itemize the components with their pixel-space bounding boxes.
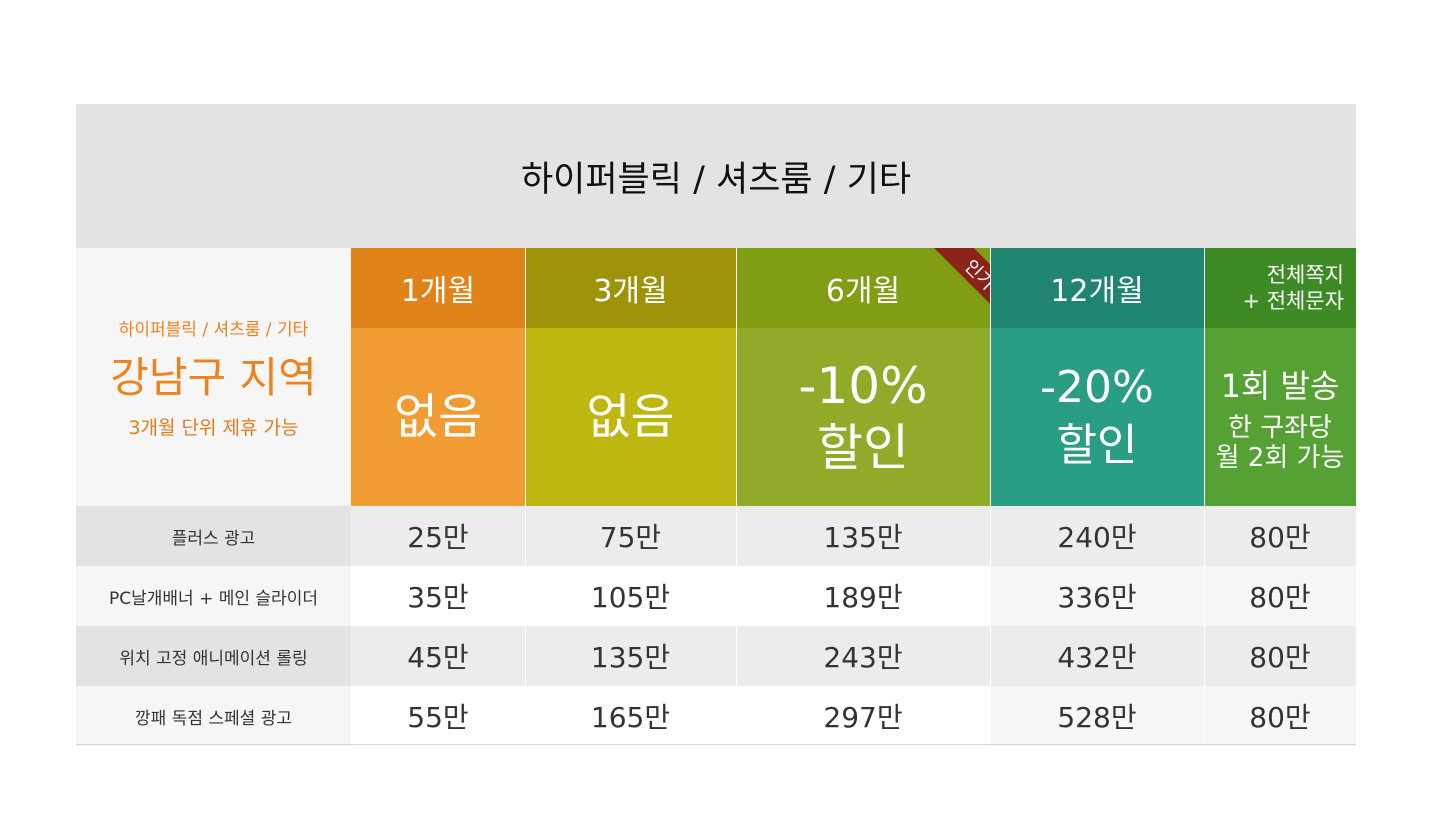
col-benefit-message: 1회 발송 한 구좌당 월 2회 가능: [1204, 328, 1356, 506]
price-cell: 105만: [525, 566, 736, 626]
col-header-1month: 1개월: [351, 248, 525, 328]
price-cell: 55만: [351, 686, 525, 746]
benefit-text: 없음: [586, 389, 675, 445]
discount-label: 할인: [1056, 420, 1138, 471]
price-cell: 528만: [990, 686, 1204, 746]
price-cell: 25만: [351, 506, 525, 566]
column-divider: [990, 248, 991, 745]
price-cell: 243만: [736, 626, 990, 686]
discount-label: 할인: [817, 419, 909, 477]
price-cell: 297만: [736, 686, 990, 746]
row-label: 위치 고정 애니메이션 롤링: [76, 626, 351, 686]
row-label: 깡패 독점 스페셜 광고: [76, 686, 351, 746]
discount-percent: -20%: [1040, 362, 1154, 413]
col-header-message: 전체쪽지 + 전체문자: [1204, 248, 1356, 328]
price-cell: 165만: [525, 686, 736, 746]
price-cell: 45만: [351, 626, 525, 686]
col-header-label: 12개월: [1050, 274, 1144, 309]
row-label: PC날개배너 + 메인 슬라이더: [76, 566, 351, 626]
benefit-line3: 월 2회 가능: [1215, 443, 1345, 473]
price-cell: 240만: [990, 506, 1204, 566]
col-header-3month: 3개월: [525, 248, 736, 328]
column-divider: [736, 248, 737, 745]
col-header-line1: 전체쪽지: [1266, 263, 1344, 287]
col-header-label: 6개월: [825, 274, 901, 309]
col-benefit-12month: -20% 할인: [990, 328, 1204, 506]
title-bar: 하이퍼블릭 / 셔츠룸 / 기타: [76, 104, 1356, 248]
price-cell: 189만: [736, 566, 990, 626]
pricing-table: 하이퍼블릭 / 셔츠룸 / 기타 하이퍼블릭 / 셔츠룸 / 기타 강남구 지역…: [76, 104, 1356, 746]
page-title: 하이퍼블릭 / 셔츠룸 / 기타: [520, 159, 912, 200]
price-cell: 432만: [990, 626, 1204, 686]
col-header-12month: 12개월: [990, 248, 1204, 328]
table-bottom-border: [76, 744, 1356, 745]
price-cell: 135만: [736, 506, 990, 566]
benefit-text: 없음: [393, 389, 483, 445]
region-note: 3개월 단위 제휴 가능: [128, 416, 299, 439]
col-header-label: 1개월: [400, 274, 476, 309]
column-divider: [525, 248, 526, 745]
col-benefit-1month: 없음: [351, 328, 525, 506]
benefit-line1: 1회 발송: [1220, 367, 1340, 405]
region-info: 하이퍼블릭 / 셔츠룸 / 기타 강남구 지역 3개월 단위 제휴 가능: [76, 248, 351, 506]
popular-badge: 인기: [927, 248, 990, 327]
benefit-line2: 한 구좌당: [1228, 413, 1332, 443]
region-title: 강남구 지역: [110, 352, 317, 402]
price-cell: 80만: [1204, 566, 1356, 626]
col-benefit-3month: 없음: [525, 328, 736, 506]
col-header-label: 3개월: [593, 274, 668, 309]
row-label: 플러스 광고: [76, 506, 351, 566]
col-benefit-6month: -10% 할인: [736, 328, 990, 506]
region-subtitle: 하이퍼블릭 / 셔츠룸 / 기타: [118, 319, 309, 340]
column-divider: [1204, 248, 1205, 745]
price-cell: 80만: [1204, 686, 1356, 746]
col-header-line2: + 전체문자: [1242, 289, 1344, 313]
price-cell: 35만: [351, 566, 525, 626]
discount-percent: -10%: [798, 357, 928, 415]
price-cell: 80만: [1204, 506, 1356, 566]
popular-ribbon: 인기: [910, 248, 990, 328]
price-cell: 80만: [1204, 626, 1356, 686]
price-cell: 336만: [990, 566, 1204, 626]
price-cell: 135만: [525, 626, 736, 686]
price-cell: 75만: [525, 506, 736, 566]
